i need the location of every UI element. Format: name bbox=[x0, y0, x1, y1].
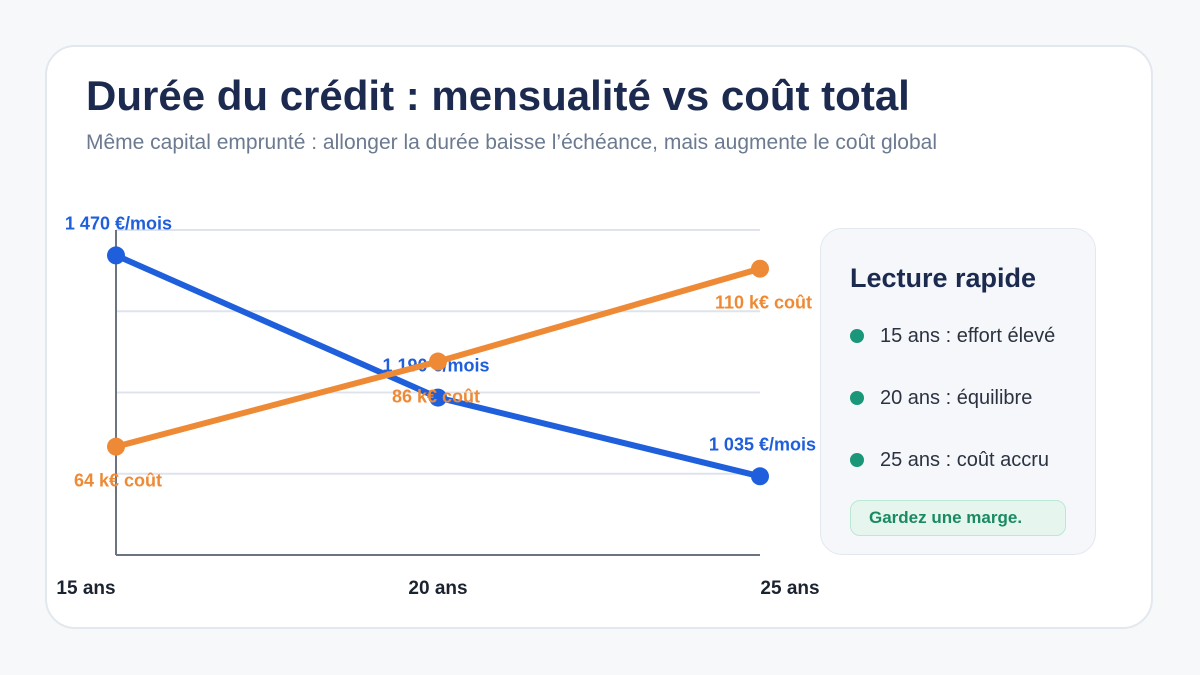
data-point-monthly bbox=[429, 388, 447, 407]
panel-item-20-years: 20 ans : équilibre bbox=[850, 385, 1032, 411]
data-point-cost bbox=[107, 437, 125, 456]
data-point-cost bbox=[429, 352, 447, 371]
advice-badge: Gardez une marge. bbox=[850, 500, 1066, 536]
panel-item-25-years: 25 ans : coût accru bbox=[850, 447, 1049, 473]
x-tick-label: 25 ans bbox=[760, 578, 819, 599]
data-point-cost bbox=[751, 259, 769, 278]
data-point-monthly bbox=[107, 246, 125, 265]
status-dot-icon bbox=[850, 391, 864, 405]
chart-title: Durée du crédit : mensualité vs coût tot… bbox=[86, 72, 910, 119]
status-dot-icon bbox=[850, 329, 864, 343]
chart-subtitle: Même capital emprunté : allonger la duré… bbox=[86, 131, 937, 154]
x-tick-label: 15 ans bbox=[56, 578, 115, 599]
x-tick-label: 20 ans bbox=[408, 578, 467, 599]
panel-item-label: 25 ans : coût accru bbox=[880, 448, 1049, 471]
data-label-cost: 86 k€ coût bbox=[392, 387, 480, 407]
data-point-monthly bbox=[751, 467, 769, 486]
data-label-monthly: 1 470 €/mois bbox=[65, 213, 172, 233]
status-dot-icon bbox=[850, 453, 864, 467]
data-label-cost: 110 k€ coût bbox=[715, 293, 812, 313]
panel-item-label: 20 ans : équilibre bbox=[880, 386, 1033, 409]
panel-item-15-years: 15 ans : effort élevé bbox=[850, 323, 1055, 349]
panel-title: Lecture rapide bbox=[850, 263, 1037, 293]
panel-item-label: 15 ans : effort élevé bbox=[880, 324, 1056, 347]
data-label-monthly: 1 035 €/mois bbox=[709, 434, 816, 454]
data-label-cost: 64 k€ coût bbox=[74, 471, 162, 491]
